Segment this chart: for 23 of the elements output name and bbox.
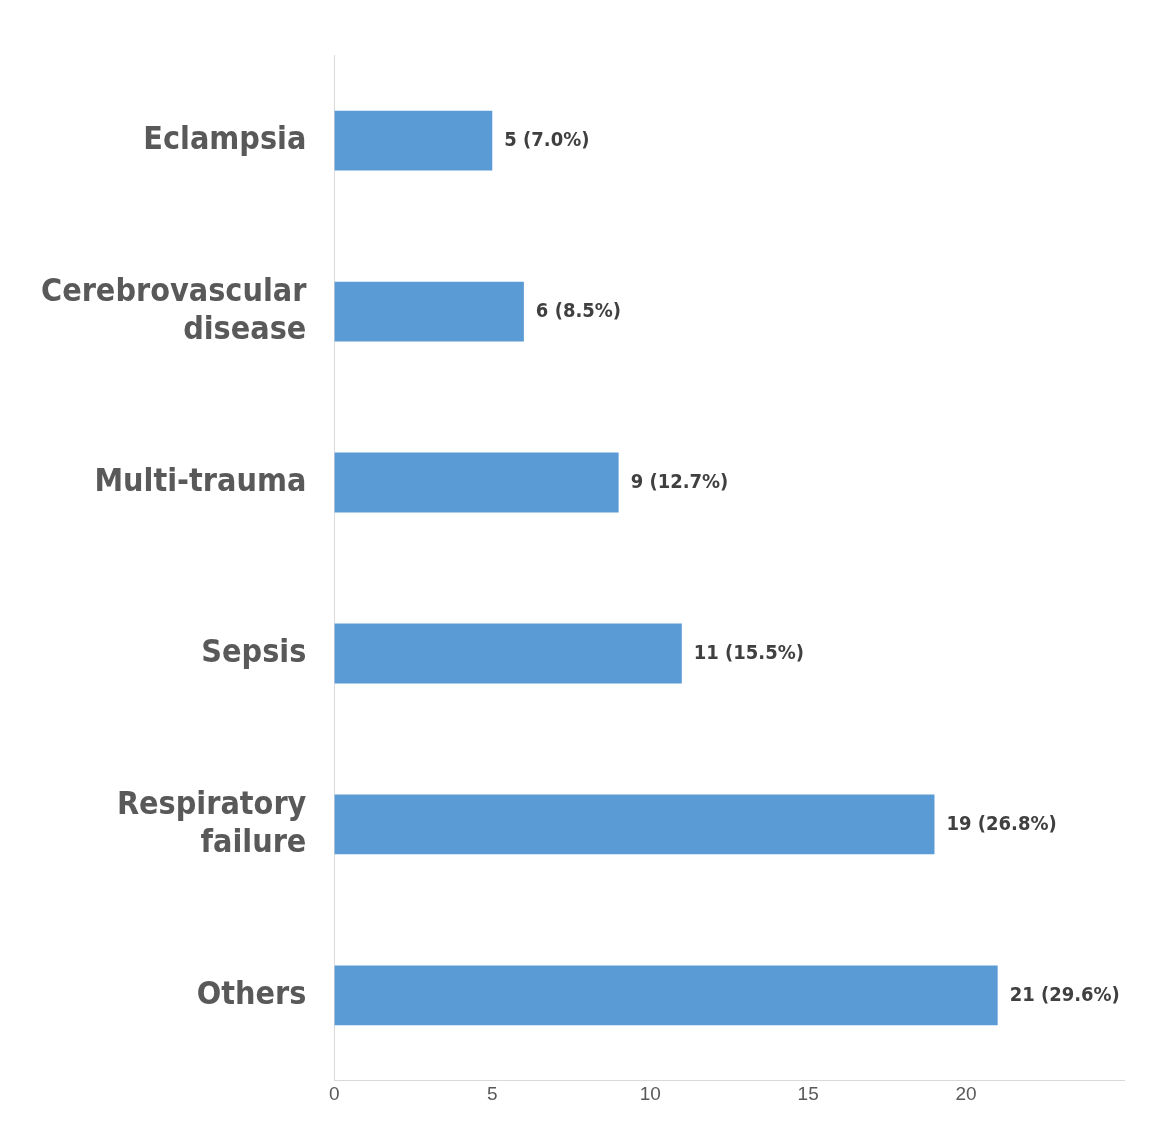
y-tick-label: Others	[196, 973, 307, 1012]
y-tick-label: Cerebrovascular disease	[41, 270, 308, 348]
x-tick-label: 5	[487, 1083, 498, 1105]
y-tick-label: Eclampsia	[143, 118, 307, 157]
data-label: 21 (29.6%)	[1009, 981, 1120, 1006]
y-tick-label: Sepsis	[201, 631, 307, 670]
data-label: 9 (12.7%)	[630, 468, 729, 493]
data-label: 5 (7.0%)	[504, 126, 590, 151]
bar	[334, 281, 524, 342]
bar	[334, 110, 493, 171]
y-tick-label: Multi-trauma	[94, 460, 307, 499]
x-tick-label: 0	[329, 1083, 340, 1105]
bar	[334, 623, 682, 684]
data-label: 11 (15.5%)	[693, 639, 804, 664]
data-label: 19 (26.8%)	[946, 810, 1057, 835]
bar	[334, 452, 619, 513]
x-tick-label: 20	[955, 1083, 977, 1105]
x-tick-label: 15	[797, 1083, 819, 1105]
x-tick-label: 10	[639, 1083, 661, 1105]
y-tick-label: Respiratory failure	[116, 783, 307, 860]
data-label: 6 (8.5%)	[535, 297, 622, 322]
bar	[334, 794, 935, 855]
bar	[334, 965, 998, 1026]
